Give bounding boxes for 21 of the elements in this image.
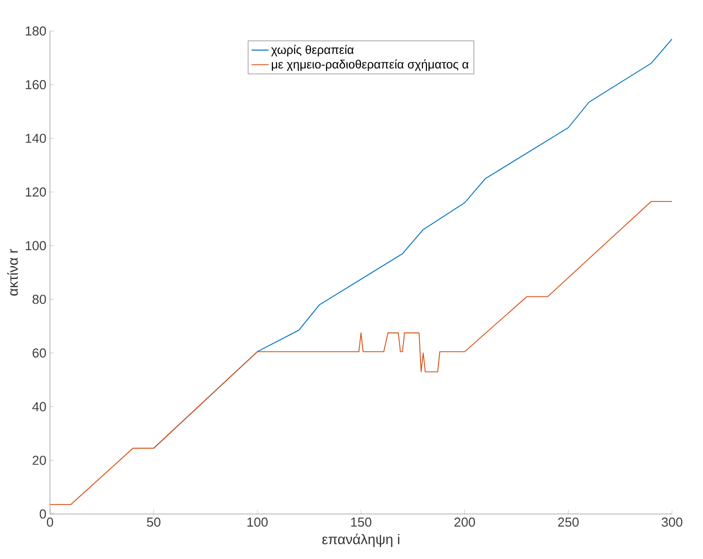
y-tick-label: 40 [32,402,46,412]
x-tick-label: 150 [351,518,372,527]
y-tick-label: 20 [32,456,46,465]
x-tick-label: 300 [662,518,682,527]
y-axis-title: ακτίνα r [7,249,18,296]
y-tick-label: 160 [26,80,46,90]
x-axis-title: επανάληψη i [322,534,400,548]
legend-label: χωρίς θεραπεία [271,44,354,56]
x-tick-label: 0 [46,518,54,527]
y-tick-label: 100 [26,241,46,250]
x-tick-label: 250 [558,518,579,527]
y-tick-label: 80 [32,294,46,304]
x-tick-label: 100 [247,518,268,527]
y-tick-label: 60 [32,348,46,358]
y-tick-label: 0 [40,509,46,519]
y-tick-label: 120 [26,187,46,197]
y-tick-label: 140 [26,134,46,143]
x-tick-label: 200 [454,518,476,527]
x-tick-label: 50 [146,518,160,527]
legend-label: με χημειο-ραδιοθεραπεία σχήματος α [272,59,469,71]
y-tick-label: 180 [26,26,46,36]
